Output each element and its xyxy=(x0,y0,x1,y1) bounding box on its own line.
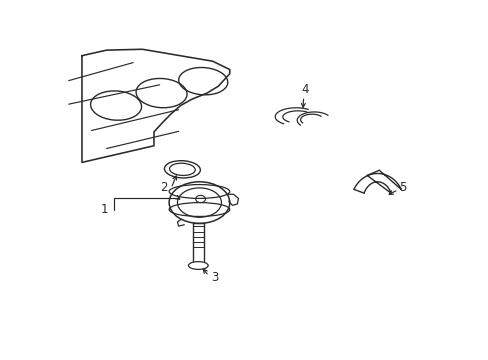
Text: 3: 3 xyxy=(210,271,218,284)
Text: 2: 2 xyxy=(160,181,167,194)
Text: 5: 5 xyxy=(399,181,406,194)
Text: 1: 1 xyxy=(101,203,108,216)
Text: 4: 4 xyxy=(301,83,309,96)
